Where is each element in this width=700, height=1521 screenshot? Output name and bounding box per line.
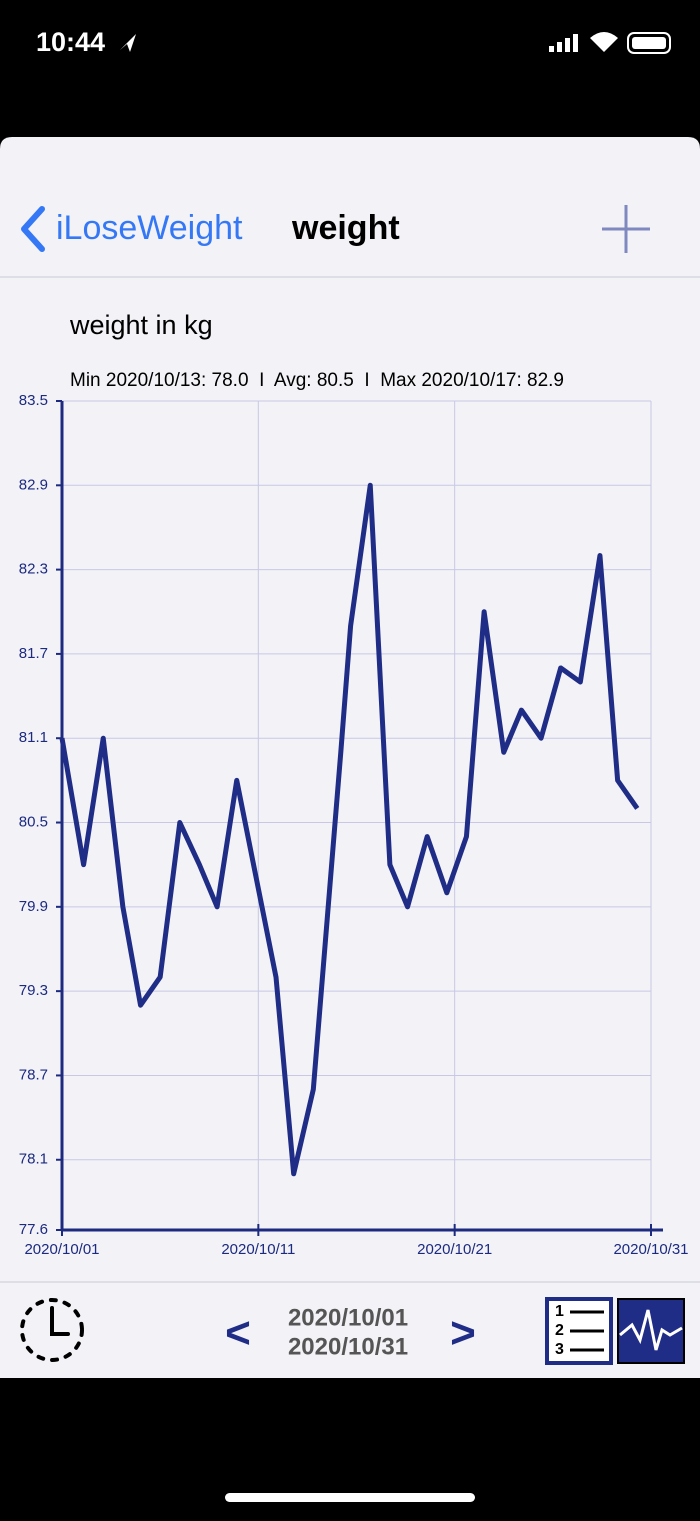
svg-text:2: 2 [555,1322,564,1339]
x-tick-label: 2020/10/21 [417,1241,492,1258]
back-chevron[interactable] [21,206,45,252]
app-panel [0,137,700,1378]
battery-level [632,37,666,49]
y-tick-label: 81.7 [19,645,48,662]
y-tick-label: 80.5 [19,813,48,830]
y-tick-label: 82.9 [19,476,48,493]
chart-subtitle: Min 2020/10/13: 78.0 I Avg: 80.5 I Max 2… [70,370,564,391]
y-tick-label: 78.7 [19,1066,48,1083]
wifi-icon [590,32,618,52]
x-tick-label: 2020/10/31 [613,1241,688,1258]
y-tick-label: 81.1 [19,729,48,746]
plot: 77.6 78.1 78.7 79.3 79.9 80.5 81.1 81.7 82.3 82.9… [19,392,689,1258]
add-button[interactable] [602,205,650,253]
y-tick-label: 83.5 [19,392,48,409]
y-tick-label: 79.3 [19,982,48,999]
x-tick-label: 2020/10/11 [221,1241,295,1258]
signal-icon [549,34,578,52]
svg-text:1: 1 [555,1303,564,1320]
prev-button[interactable]: < [225,1309,251,1358]
weight-line [59,482,640,1177]
nav-title: weight [291,209,400,247]
y-tick-label: 77.6 [19,1221,48,1238]
list-icon[interactable]: 1 2 3 [545,1297,613,1365]
location-icon [120,34,136,52]
y-tick-label: 79.9 [19,898,48,915]
svg-text:3: 3 [555,1341,564,1358]
clock-icon[interactable] [20,1298,84,1362]
range-start: 2020/10/01 [288,1304,408,1331]
status-time: 10:44 [36,27,105,57]
home-indicator [225,1493,475,1502]
y-tick-label: 78.1 [19,1151,48,1168]
next-button[interactable]: > [450,1309,476,1358]
chart-title: weight in kg [69,310,213,340]
x-tick-label: 2020/10/01 [24,1241,99,1258]
range-end: 2020/10/31 [288,1333,408,1360]
y-tick-label: 82.3 [19,561,48,578]
back-button[interactable]: iLoseWeight [56,209,243,247]
chart-icon[interactable] [617,1298,685,1364]
battery-icon [627,32,671,54]
